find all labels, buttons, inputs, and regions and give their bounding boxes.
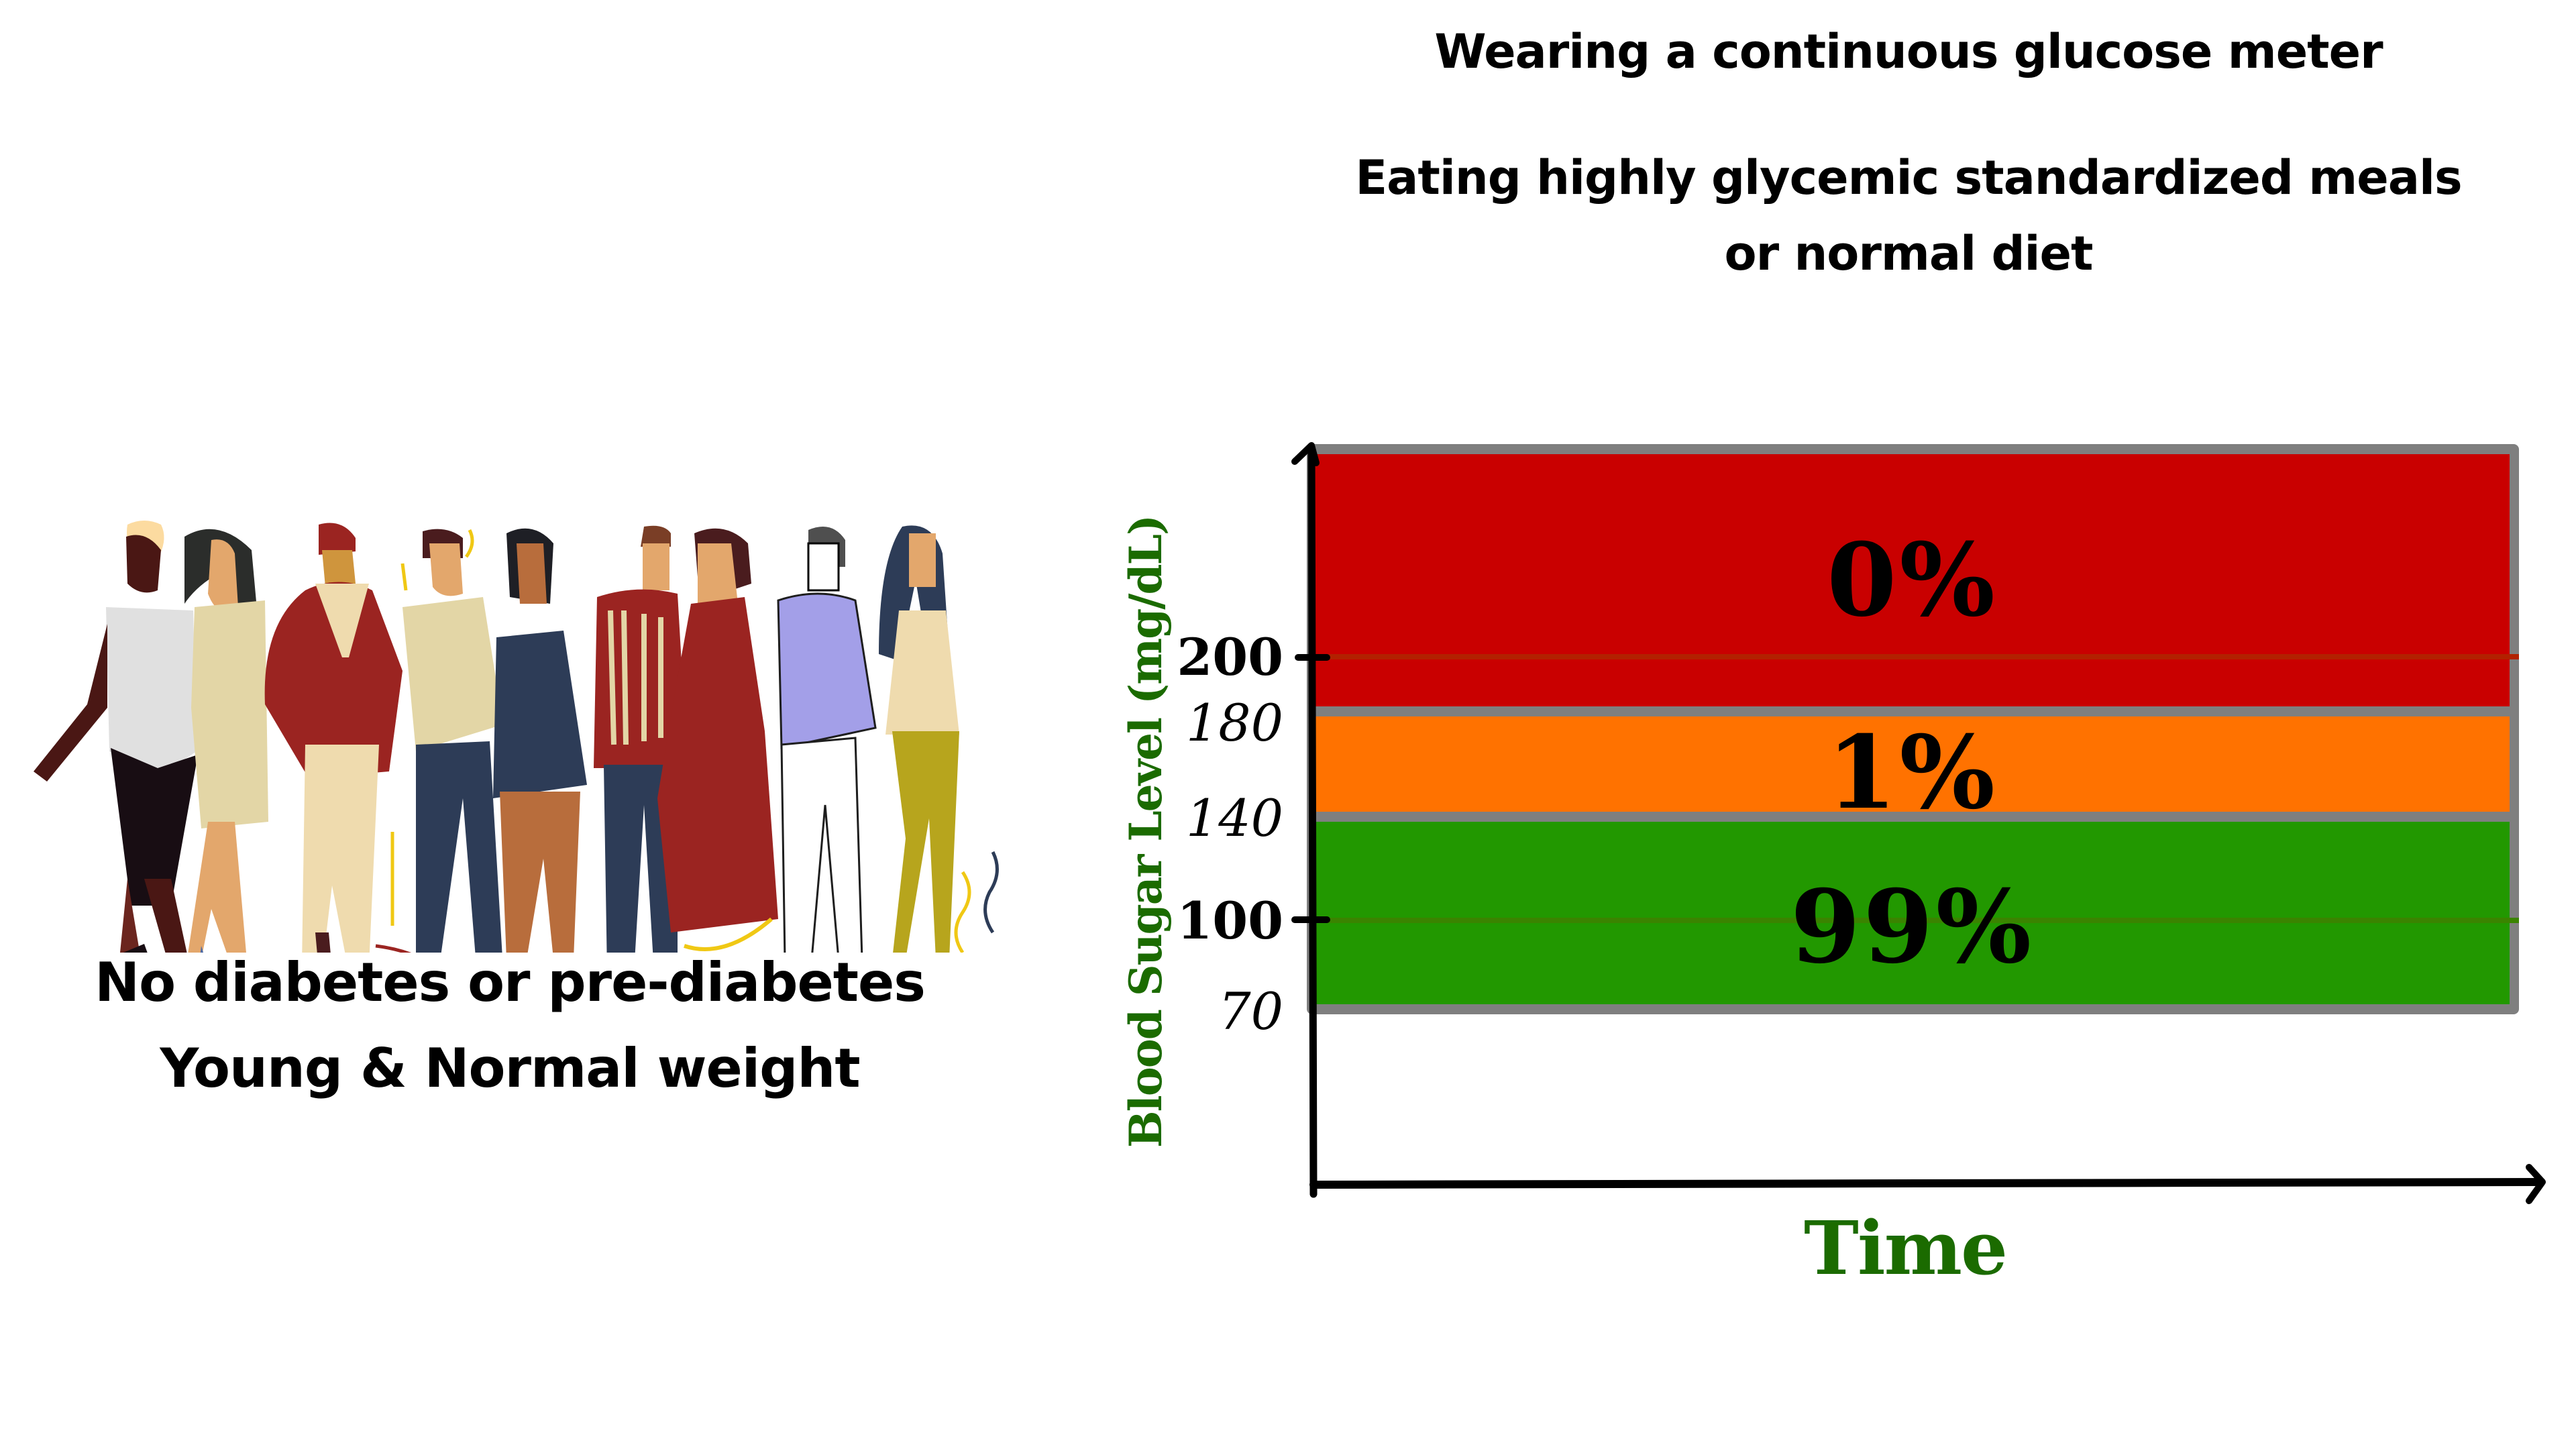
reference-line-100 bbox=[1315, 918, 2519, 923]
band-high-percent: 0% bbox=[1827, 521, 1998, 639]
band-target bbox=[1315, 822, 2510, 1004]
band-elevated bbox=[1315, 716, 2510, 812]
person-9-icon bbox=[879, 525, 959, 976]
band-target-percent: 99% bbox=[1790, 868, 2035, 986]
person-6-icon bbox=[594, 525, 688, 973]
y-axis-arrow-icon bbox=[1291, 442, 1320, 1198]
person-5-icon bbox=[493, 528, 587, 959]
y-tick-140: 140 bbox=[1185, 788, 1283, 848]
people-illustration bbox=[27, 517, 1020, 996]
x-axis-label: Time bbox=[1803, 1205, 2008, 1291]
x-axis-arrow-icon bbox=[1309, 1164, 2546, 1204]
reference-line-200 bbox=[1315, 654, 2519, 659]
header-line-1: Wearing a continuous glucose meter bbox=[1434, 24, 2383, 79]
caption-line-2: Young & Normal weight bbox=[160, 1037, 860, 1099]
person-7-icon bbox=[657, 528, 778, 951]
person-4-icon bbox=[402, 529, 503, 969]
band-elevated-percent: 1% bbox=[1827, 714, 1998, 832]
y-tick-70: 70 bbox=[1218, 981, 1283, 1041]
header-line-3: or normal diet bbox=[1724, 226, 2093, 281]
y-tick-180: 180 bbox=[1185, 693, 1283, 753]
y-tick-200: 200 bbox=[1177, 627, 1283, 687]
person-2-icon bbox=[184, 529, 276, 986]
header-line-2: Eating highly glycemic standardized meal… bbox=[1355, 150, 2462, 205]
band-high bbox=[1315, 454, 2510, 706]
person-3-icon bbox=[264, 523, 402, 996]
y-tick-100: 100 bbox=[1177, 891, 1283, 951]
caption-line-1: No diabetes or pre-diabetes bbox=[95, 951, 926, 1014]
